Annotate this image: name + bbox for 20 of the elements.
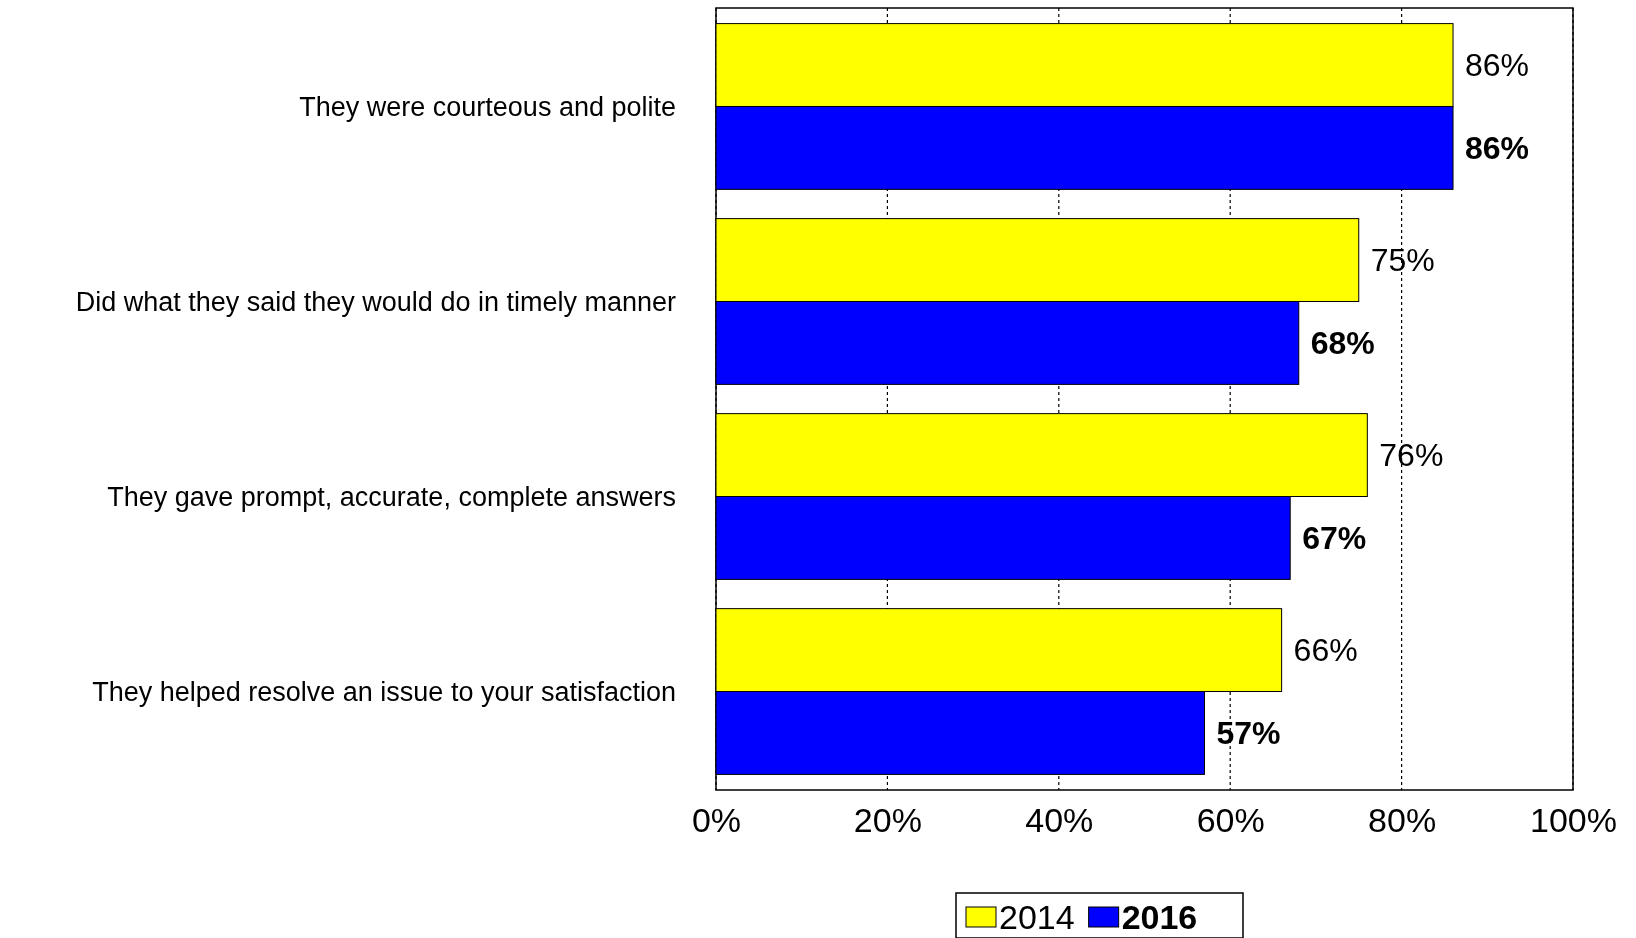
x-tick-label: 60% <box>1196 801 1265 840</box>
data-label: 86% <box>1465 130 1530 167</box>
x-tick-label: 100% <box>1530 801 1617 840</box>
data-label: 75% <box>1370 242 1435 279</box>
data-label: 57% <box>1216 715 1281 752</box>
data-label: 68% <box>1310 325 1375 362</box>
x-tick-label: 0% <box>691 801 742 840</box>
legend-label: 2016 <box>1121 897 1198 936</box>
legend-label: 2014 <box>999 897 1075 936</box>
y-tick-label: They helped resolve an issue to your satisfaction <box>92 676 676 707</box>
data-label: 67% <box>1302 520 1367 557</box>
data-label: 66% <box>1293 632 1358 669</box>
y-tick-label: Did what they said they would do in timely manner <box>75 286 676 317</box>
x-tick-label: 40% <box>1025 801 1094 840</box>
x-tick-label: 20% <box>853 801 922 840</box>
y-tick-label: They gave prompt, accurate, complete answers <box>107 481 676 512</box>
y-tick-label: They were courteous and polite <box>299 91 676 122</box>
x-tick-label: 80% <box>1368 801 1437 840</box>
data-label: 86% <box>1465 47 1530 84</box>
data-label: 76% <box>1379 437 1444 474</box>
